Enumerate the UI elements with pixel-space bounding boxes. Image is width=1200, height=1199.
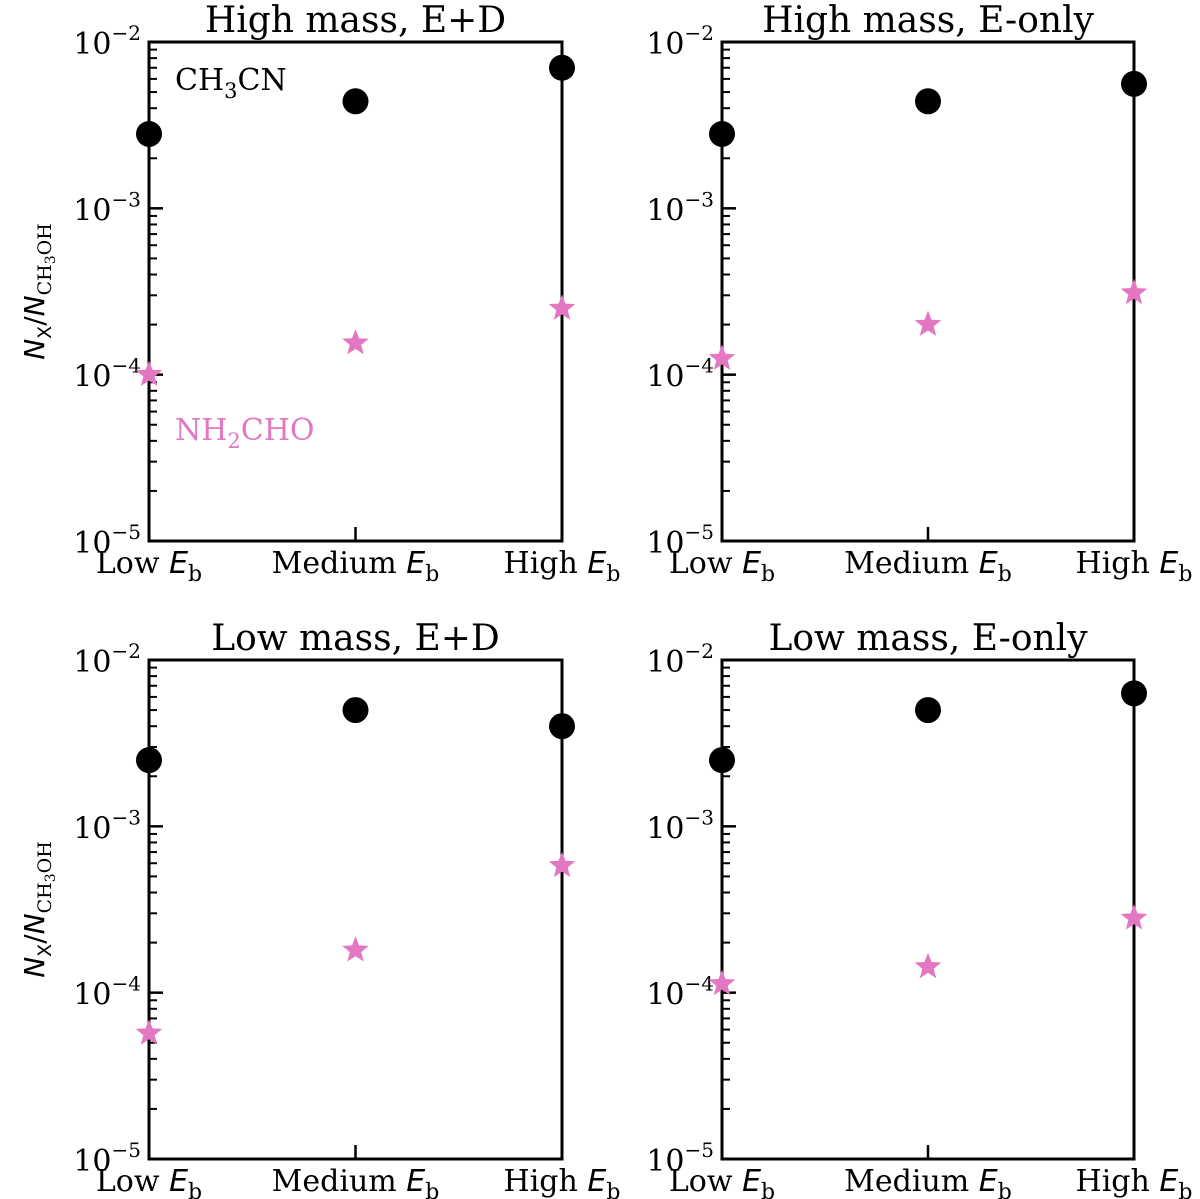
x-tick-label: Medium Eb — [844, 546, 1012, 587]
chart-title: High mass, E-only — [762, 0, 1095, 41]
nh2cho-marker — [708, 344, 736, 370]
ch3cn-marker — [709, 120, 735, 147]
x-tick-label: High Eb — [1076, 1164, 1193, 1199]
ch3cn-marker — [915, 88, 941, 115]
x-tick-label: Medium Eb — [844, 1164, 1012, 1199]
nh2cho-marker — [548, 851, 576, 877]
y-tick-label: 10−2 — [73, 639, 141, 680]
chart-title: Low mass, E+D — [211, 618, 500, 659]
species-label: NH2CHO — [175, 413, 315, 453]
x-tick-label: Medium Eb — [272, 546, 440, 587]
chart-title: Low mass, E-only — [768, 618, 1088, 659]
plot-frame — [147, 40, 564, 543]
y-tick-label: 10−3 — [73, 805, 141, 846]
plot-frame — [720, 40, 1136, 543]
panel-high-mass-e-only: High mass, E-only 10−5 10−4 10−3 10−2 Low Eb M… — [646, 0, 1192, 587]
y-tick-label: 10−4 — [646, 354, 714, 395]
ch3cn-marker — [1121, 680, 1147, 707]
species-label: CH3CN — [175, 63, 287, 103]
y-tick-label: 10−4 — [646, 972, 714, 1013]
y-tick-label: 10−5 — [73, 1138, 141, 1179]
y-tick-label: 10−4 — [73, 354, 141, 395]
nh2cho-marker — [914, 952, 942, 979]
nh2cho-marker — [342, 329, 369, 355]
ch3cn-marker — [709, 747, 735, 774]
y-tick-label: 10−3 — [646, 187, 714, 228]
y-tick-label: 10−2 — [646, 21, 714, 62]
nh2cho-marker — [135, 1019, 163, 1045]
y-tick-label: 10−3 — [646, 805, 714, 846]
ch3cn-marker — [136, 120, 162, 147]
x-tick-label: Low Eb — [669, 546, 775, 587]
y-axis-label: NX/NCH3OH — [18, 223, 59, 360]
y-tick-label: 10−2 — [73, 21, 141, 62]
panel-low-mass-e-only: Low mass, E-only 10−5 10−4 10−3 10−2 Low Eb Me… — [646, 618, 1192, 1199]
y-tick-label: 10−2 — [646, 639, 714, 680]
ch3cn-marker — [136, 747, 162, 774]
y-tick-label: 10−3 — [73, 187, 141, 228]
ch3cn-marker — [1121, 70, 1147, 97]
y-tick-label: 10−5 — [646, 520, 714, 561]
nh2cho-marker — [135, 360, 163, 386]
panel-low-mass-e-plus-d: Low mass, E+D 10−5 10−4 10−3 10−2 Low Eb Mediu… — [18, 618, 620, 1199]
nh2cho-marker — [708, 969, 736, 996]
ch3cn-marker — [549, 54, 575, 81]
y-tick-label: 10−5 — [646, 1138, 714, 1179]
y-tick-label: 10−5 — [73, 520, 141, 561]
nh2cho-marker — [548, 294, 576, 320]
chart-title: High mass, E+D — [205, 0, 506, 41]
ch3cn-marker — [915, 697, 941, 724]
x-tick-label: High Eb — [504, 546, 621, 587]
x-tick-label: High Eb — [1076, 546, 1193, 587]
nh2cho-marker — [1120, 904, 1148, 930]
x-tick-label: Low Eb — [96, 546, 202, 587]
x-tick-label: Medium Eb — [272, 1164, 440, 1199]
ch3cn-marker — [342, 697, 369, 724]
nh2cho-marker — [914, 310, 942, 336]
y-axis-label: NX/NCH3OH — [18, 841, 59, 978]
nh2cho-marker — [1120, 278, 1148, 305]
ch3cn-marker — [549, 713, 575, 740]
x-tick-label: High Eb — [504, 1164, 621, 1199]
y-tick-label: 10−4 — [73, 972, 141, 1013]
nh2cho-marker — [342, 936, 369, 962]
x-tick-label: Low Eb — [669, 1164, 775, 1199]
plot-frame — [147, 658, 564, 1161]
plot-frame — [720, 658, 1136, 1161]
ch3cn-marker — [342, 88, 369, 115]
x-tick-label: Low Eb — [96, 1164, 202, 1199]
panel-high-mass-e-plus-d: High mass, E+D 10−5 10−4 10−3 10−2 Low Eb Medi… — [18, 0, 620, 587]
